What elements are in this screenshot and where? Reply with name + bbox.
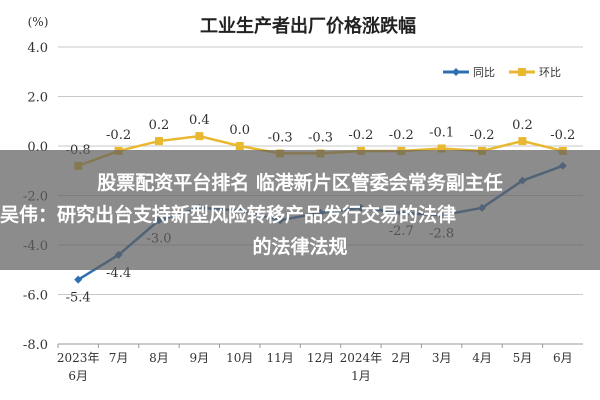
data-point <box>154 137 163 146</box>
data-point <box>74 275 83 284</box>
legend-label: 同比 <box>473 66 495 79</box>
legend-swatch-marker <box>518 68 526 76</box>
data-point <box>437 144 446 153</box>
data-label: -0.2 <box>348 128 373 143</box>
data-label: -0.2 <box>550 128 575 143</box>
x-tick-label: 10月 <box>226 351 253 365</box>
data-point <box>518 137 527 146</box>
data-label: -0.3 <box>308 130 333 145</box>
gridlines <box>58 46 583 345</box>
data-point <box>235 142 244 150</box>
data-point <box>195 132 204 141</box>
x-tick-label: 8月 <box>149 351 169 365</box>
x-tick-label: 2月 <box>391 351 411 365</box>
x-axis-ticks: 2023年 6月 7月 8月 9月 10月 11月 12月 2024年 1月 2月 3月 4月 5月 6月 <box>57 344 573 383</box>
x-tick-sublabel: 1月 <box>351 369 371 383</box>
data-label: 0.0 <box>229 123 250 138</box>
x-tick-label: 5月 <box>513 351 533 365</box>
overlay-banner: 股票配资平台排名 临港新片区管委会常务副主任 吴伟：研究出台支持新型风险转移产品… <box>0 150 600 270</box>
chart-title: 工业生产者出厂价格涨跌幅 <box>200 15 416 37</box>
y-tick-label: 2.0 <box>27 91 48 106</box>
x-tick-label: 6月 <box>553 351 573 365</box>
x-tick-label: 2023年 <box>57 351 100 365</box>
data-label: 0.2 <box>512 118 533 133</box>
legend: 同比 环比 <box>443 66 561 79</box>
data-label: -5.4 <box>66 291 91 306</box>
x-tick-label: 3月 <box>432 351 452 365</box>
y-tick-label: -8.0 <box>23 338 48 353</box>
data-label: -0.2 <box>469 128 494 143</box>
y-tick-label: 4.0 <box>27 41 48 56</box>
data-label: -0.1 <box>429 125 454 140</box>
data-label: -0.2 <box>389 128 414 143</box>
x-tick-label: 4月 <box>472 351 492 365</box>
x-tick-sublabel: 6月 <box>68 369 88 383</box>
data-label: -0.2 <box>106 128 131 143</box>
data-label: 0.2 <box>149 118 170 133</box>
legend-label: 环比 <box>539 66 561 79</box>
x-tick-label: 9月 <box>190 351 210 365</box>
overlay-line-2: 吴伟：研究出台支持新型风险转移产品发行交易的法律 <box>0 204 457 226</box>
overlay-line-1: 股票配资平台排名 临港新片区管委会常务副主任 <box>97 172 503 194</box>
data-label: 0.4 <box>189 113 210 128</box>
x-tick-label: 2024年 <box>340 351 383 365</box>
x-tick-label: 7月 <box>109 351 129 365</box>
legend-swatch-marker <box>452 68 460 76</box>
x-tick-label: 12月 <box>307 351 334 365</box>
x-tick-label: 11月 <box>266 351 293 365</box>
overlay-line-3: 的法律法规 <box>252 236 348 258</box>
data-label: -0.3 <box>268 130 293 145</box>
y-tick-label: -6.0 <box>23 289 48 304</box>
y-axis-unit: (%) <box>28 15 49 29</box>
